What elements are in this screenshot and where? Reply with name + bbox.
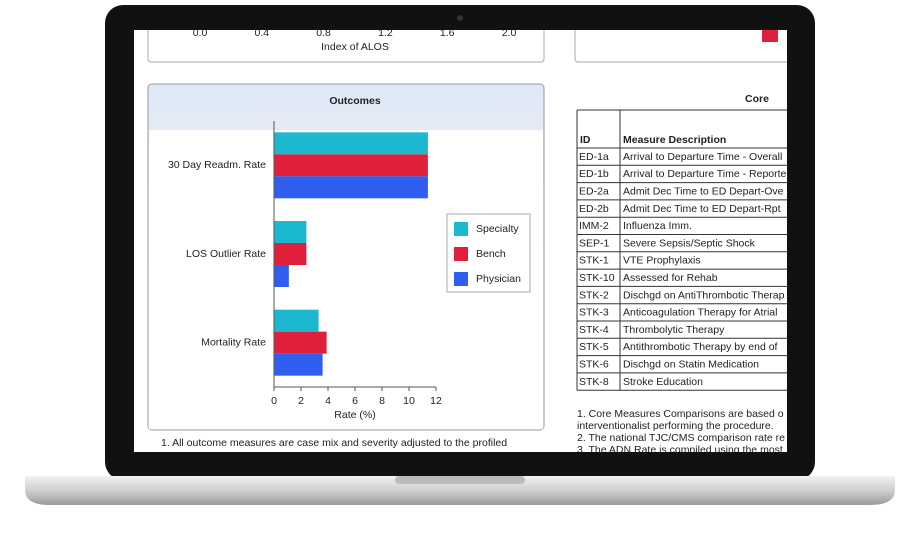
chart-title: Outcomes xyxy=(329,95,381,107)
cell: Admit Dec Time to ED Depart-Rpt xyxy=(623,203,781,215)
cell: STK-5 xyxy=(579,341,609,353)
bar xyxy=(274,265,289,287)
note: 1. All outcome measures are case mix and… xyxy=(161,437,507,449)
cell: Influenza Imm. xyxy=(623,220,692,232)
x-tick-label: 10 xyxy=(403,395,415,407)
legend-swatch xyxy=(762,30,778,42)
legend-label: Specialty xyxy=(476,223,519,235)
top-panel xyxy=(147,30,545,63)
cell: Thrombolytic Therapy xyxy=(623,324,725,336)
y-tick-label: LOS Outlier Rate xyxy=(186,248,266,260)
x-tick-label: 0 xyxy=(271,395,277,407)
cell: Stroke Education xyxy=(623,376,703,388)
x-tick-label: 0.4 xyxy=(254,27,269,39)
note: 3. The ADN Rate is compiled using the mo… xyxy=(577,444,783,456)
x-tick-label: 8 xyxy=(379,395,385,407)
bar xyxy=(274,309,319,332)
bar xyxy=(274,243,307,265)
cell: Admit Dec Time to ED Depart-Ove xyxy=(623,186,784,198)
x-axis-label: Rate (%) xyxy=(334,409,375,421)
table-title: Core xyxy=(745,93,769,105)
notch xyxy=(395,476,525,484)
legend-swatch xyxy=(454,272,468,286)
x-tick-label: 6 xyxy=(352,395,358,407)
y-tick-label: Mortality Rate xyxy=(201,336,266,348)
legend-swatch xyxy=(454,247,468,261)
cell: STK-3 xyxy=(579,307,609,319)
cell: Antithrombotic Therapy by end of xyxy=(623,341,778,353)
laptop-base xyxy=(25,476,895,505)
cell: ED-1b xyxy=(579,168,609,180)
cell: VTE Prophylaxis xyxy=(623,255,701,267)
x-tick-label: 1.6 xyxy=(440,27,455,39)
cell: ED-2b xyxy=(579,203,609,215)
note: interventionalist performing the procedu… xyxy=(577,420,774,432)
x-tick-label: 4 xyxy=(325,395,331,407)
cell: ED-1a xyxy=(579,151,609,163)
legend-swatch xyxy=(454,222,468,236)
legend-label: Physician xyxy=(476,273,521,285)
cell: Severe Sepsis/Septic Shock xyxy=(623,237,756,249)
x-tick-label: 0.8 xyxy=(316,27,331,39)
bar xyxy=(274,221,307,243)
cell: IMM-2 xyxy=(579,220,609,232)
x-tick-label: 1.2 xyxy=(378,27,393,39)
y-tick-label: 30 Day Readm. Rate xyxy=(168,159,266,171)
note: 1. Core Measures Comparisons are based o xyxy=(577,408,784,420)
cell: Anticoagulation Therapy for Atrial xyxy=(623,307,777,319)
bar xyxy=(274,176,428,199)
bar xyxy=(274,353,323,376)
note: 2. The national TJC/CMS comparison rate … xyxy=(577,432,785,444)
cell: STK-2 xyxy=(579,289,609,301)
report: 0.0 0.4 0.8 1.2 1.6 2.0 Index of ALOS Outcomes 3… xyxy=(147,27,787,456)
cell: STK-1 xyxy=(579,255,609,267)
cell: Arrival to Departure Time - Overall xyxy=(623,151,782,163)
x-tick-label: 2.0 xyxy=(502,27,517,39)
cell: Assessed for Rehab xyxy=(623,272,718,284)
bar xyxy=(274,331,327,354)
cell: ED-2a xyxy=(579,186,609,198)
cell: STK-4 xyxy=(579,324,609,336)
cell: SEP-1 xyxy=(579,237,610,249)
x-tick-label: 2 xyxy=(298,395,304,407)
cell: Dischgd on AntiThrombotic Therap xyxy=(623,289,785,301)
cell: STK-8 xyxy=(579,376,609,388)
cell: STK-6 xyxy=(579,359,609,371)
cell: Arrival to Departure Time - Reporte xyxy=(623,168,787,180)
top-right-panel xyxy=(574,30,787,63)
bar xyxy=(274,154,428,177)
x-tick-label: 12 xyxy=(430,395,442,407)
column-header: ID xyxy=(580,134,591,146)
cell: STK-10 xyxy=(579,272,615,284)
camera xyxy=(457,15,463,21)
column-header: Measure Description xyxy=(623,134,726,146)
x-axis-label: Index of ALOS xyxy=(321,41,389,53)
legend-label: Bench xyxy=(476,248,506,260)
x-tick-label: 0.0 xyxy=(193,27,208,39)
bar xyxy=(274,132,428,155)
cell: Dischgd on Statin Medication xyxy=(623,359,759,371)
